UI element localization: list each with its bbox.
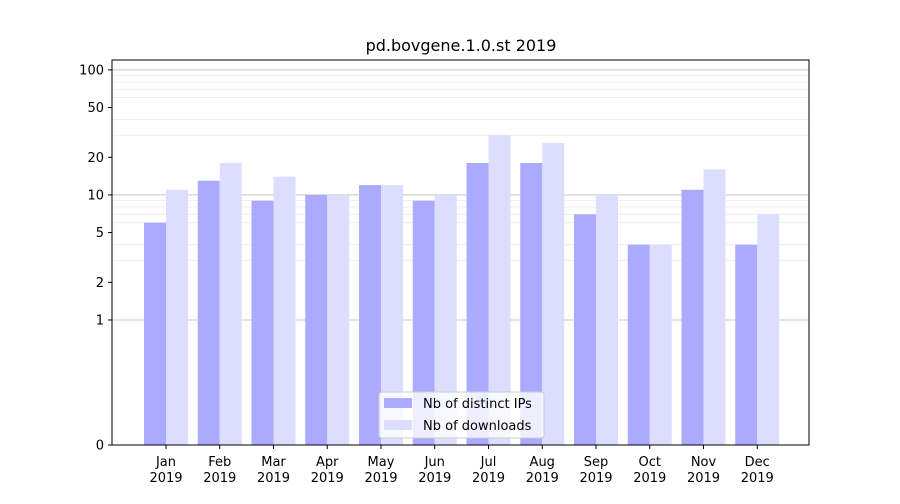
legend-label-downloads: Nb of downloads [423,419,532,434]
x-tick-label: May 2019 [364,455,397,486]
bar-downloads [434,194,457,445]
bar-distinct-ips [681,189,704,445]
x-tick-label: Dec 2019 [741,455,774,486]
legend-box [378,391,545,439]
bar-downloads [703,169,726,445]
bar-distinct-ips [305,194,328,445]
y-tick-label: 0 [96,439,104,454]
bar-distinct-ips [251,200,274,445]
bar-distinct-ips [197,180,220,445]
x-axis: Jan 2019 Feb 2019 Mar 2019 Apr 2019 May 2019 Jun 20… [149,445,774,486]
y-axis: 0 1 2 5 10 20 50 100 [79,63,112,454]
y-tick-label: 5 [96,226,104,241]
legend-label-ips: Nb of distinct IPs [423,397,532,412]
bar-distinct-ips [359,185,381,445]
legend: Nb of distinct IPs Nb of downloads [378,391,545,439]
legend-swatch-ips [384,398,412,408]
bar-distinct-ips [520,163,543,445]
x-tick-label: Feb 2019 [203,455,236,486]
x-tick-label: Jan 2019 [149,455,182,486]
x-tick-label: Apr 2019 [311,455,344,486]
y-tick-label: 50 [87,101,104,116]
bar-distinct-ips [574,214,596,445]
bar-downloads [649,244,672,445]
bar-distinct-ips [466,163,489,445]
y-tick-label: 2 [96,276,104,291]
bar-distinct-ips [144,222,166,445]
bar-downloads [757,214,780,445]
x-tick-label: Jul 2019 [472,455,505,486]
bar-downloads [381,185,403,445]
x-tick-label: Jun 2019 [418,455,451,486]
y-tick-label: 10 [87,188,104,203]
x-tick-label: Oct 2019 [633,455,666,486]
bar-downloads [219,163,242,445]
x-tick-label: Aug 2019 [526,455,559,486]
bars [144,135,780,445]
chart-title: pd.bovgene.1.0.st 2019 [366,36,557,55]
bar-distinct-ips [412,200,435,445]
bar-downloads [488,135,511,445]
legend-swatch-downloads [384,420,412,430]
bar-downloads [273,176,296,445]
bar-downloads [542,143,565,445]
bar-distinct-ips [735,244,758,445]
bar-downloads [327,194,350,445]
bar-downloads [166,189,188,445]
y-tick-label: 1 [96,313,104,328]
x-tick-label: Sep 2019 [579,455,612,486]
x-tick-label: Nov 2019 [687,455,720,486]
y-tick-label: 20 [87,151,104,166]
x-tick-label: Mar 2019 [257,455,290,486]
plot-frame [111,59,810,446]
y-tick-label: 100 [79,63,104,78]
bar-distinct-ips [627,244,650,445]
bar-downloads [596,194,618,445]
